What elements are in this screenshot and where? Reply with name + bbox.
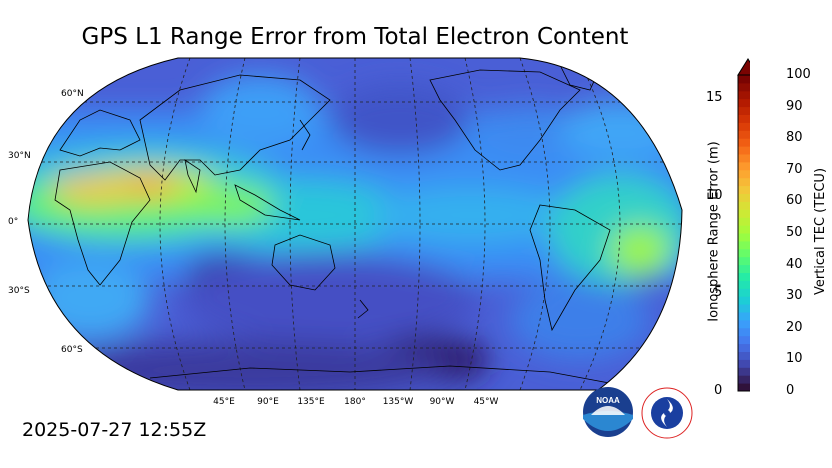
colorbar-segment	[738, 264, 750, 273]
colorbar-segment	[738, 209, 750, 218]
colorbar-segment	[738, 225, 750, 234]
colorbar-segment	[738, 154, 750, 163]
lon-label-90e: 90°E	[257, 397, 279, 407]
lat-label-60n: 60°N	[61, 89, 84, 99]
colorbar-segment	[738, 201, 750, 210]
lat-label-60s: 60°S	[61, 345, 83, 355]
colorbar-right-tick: 10	[786, 351, 803, 367]
colorbar-right-tick: 90	[786, 98, 803, 114]
colorbar-segment	[738, 359, 750, 368]
colorbar-segment	[738, 169, 750, 179]
chart-title: GPS L1 Range Error from Total Electron C…	[81, 24, 629, 50]
colorbar-right-tick: 30	[786, 288, 803, 304]
timestamp: 2025-07-27 12:55Z	[22, 419, 207, 441]
colorbar-segment	[738, 146, 750, 155]
colorbar-left-tick: 10	[706, 187, 723, 203]
colorbar-right-tick: 20	[786, 319, 803, 335]
colorbar-segment	[738, 177, 750, 187]
colorbar-segment	[738, 130, 750, 139]
colorbar-segment	[738, 351, 750, 360]
left-axis-label: Ionosphere Range Error (m)	[706, 141, 722, 322]
right-axis-label: Vertical TEC (TECU)	[813, 167, 829, 296]
lon-label-135e: 135°E	[297, 397, 325, 407]
colorbar-right-tick: 40	[786, 256, 803, 272]
colorbar-segment	[738, 335, 750, 345]
lat-label-30s: 30°S	[8, 286, 30, 296]
colorbar-segment	[738, 288, 750, 297]
colorbar-right-tick: 100	[786, 67, 811, 82]
colorbar-segment	[738, 327, 750, 337]
colorbar-right-tick: 50	[786, 225, 803, 240]
colorbar-segment	[738, 233, 750, 242]
lat-label-30n: 30°N	[8, 151, 31, 161]
colorbar-segment	[738, 280, 750, 289]
colorbar-segment	[738, 319, 750, 329]
colorbar-right-tick: 80	[786, 130, 803, 146]
national-weather-service-logo	[641, 387, 693, 439]
lat-label-0: 0°	[8, 217, 19, 227]
lon-label-180: 180°	[344, 397, 366, 407]
colorbar-segment	[738, 296, 750, 305]
colorbar-right-tick: 0	[786, 383, 795, 398]
lon-label-45w: 45°W	[473, 397, 499, 407]
colorbar-segment	[738, 114, 750, 123]
colorbar-left-tick: 0	[714, 383, 723, 398]
colorbar-segment	[738, 193, 750, 202]
colorbar-right-tick: 70	[786, 161, 803, 177]
colorbar-segment	[738, 248, 750, 258]
colorbar-segment	[738, 343, 750, 352]
colorbar-segment	[738, 240, 750, 250]
colorbar-segment	[738, 375, 750, 384]
colorbar-segment	[738, 312, 750, 321]
colorbar-segment	[738, 106, 750, 115]
coastlines	[54, 64, 621, 386]
colorbar-segment	[738, 122, 750, 131]
colorbar-segment	[738, 75, 750, 84]
colorbar-left-tick: 5	[714, 285, 723, 301]
graticule	[28, 58, 682, 390]
colorbar-segment	[738, 217, 750, 226]
colorbar-segment	[738, 161, 750, 171]
tec-map	[27, 57, 683, 391]
colorbar-segment	[738, 367, 750, 376]
colorbar-segment	[738, 90, 750, 100]
colorbar-segment	[738, 138, 750, 147]
colorbar-left-tick: 15	[706, 90, 723, 106]
colorbar-segment	[738, 185, 750, 194]
colorbar-right-tick: 60	[786, 193, 803, 209]
tec-field	[28, 58, 682, 390]
colorbar-segment	[738, 82, 750, 92]
colorbar-segment	[738, 98, 750, 108]
colorbar	[737, 58, 750, 392]
colorbar-segment	[738, 304, 750, 313]
colorbar-segment	[738, 383, 750, 392]
colorbar-extend-arrow	[737, 58, 750, 76]
lon-label-45e: 45°E	[213, 397, 235, 407]
colorbar-segment	[738, 272, 750, 281]
colorbar-segment	[738, 256, 750, 266]
lon-label-90w: 90°W	[429, 397, 455, 407]
lon-label-135w: 135°W	[382, 397, 414, 407]
svg-text:NOAA: NOAA	[596, 396, 620, 405]
colorbar-segments	[738, 75, 750, 392]
noaa-logo: NOAA	[583, 387, 633, 437]
